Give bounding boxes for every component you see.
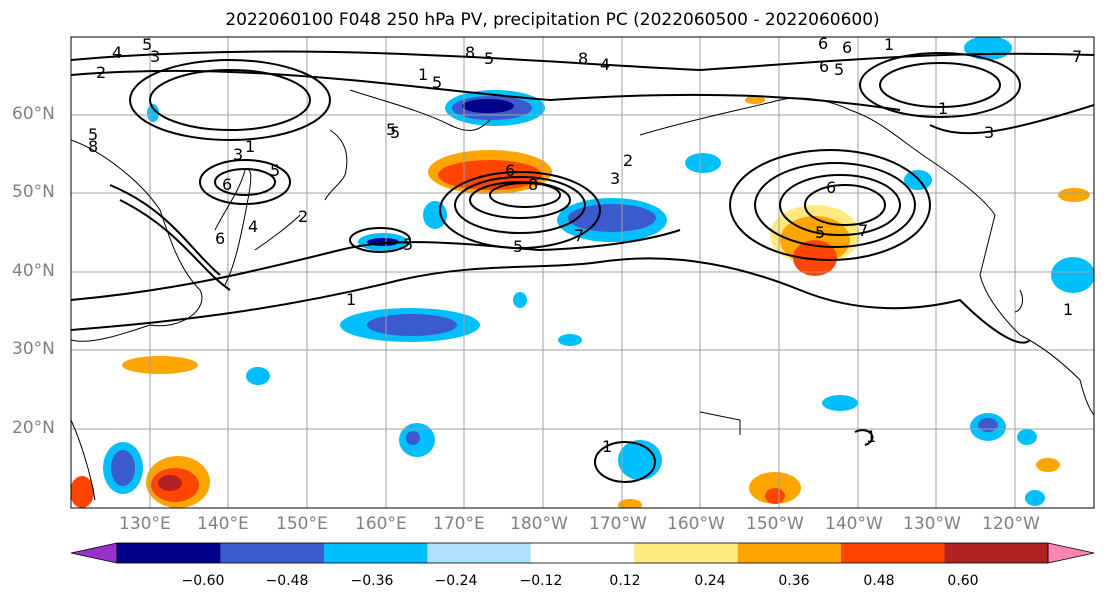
lon-label: 140°E bbox=[197, 514, 249, 534]
contour-label: 1 bbox=[245, 137, 255, 156]
lat-label: 20°N bbox=[12, 418, 55, 438]
lat-label: 30°N bbox=[12, 339, 55, 359]
contour-label: 5 bbox=[386, 120, 396, 139]
contour-label: 1 bbox=[884, 35, 894, 54]
contour-label: 5 bbox=[142, 35, 152, 54]
colorbar bbox=[70, 542, 1095, 564]
contour-label: 8 bbox=[465, 43, 475, 62]
lon-label: 180°W bbox=[510, 514, 568, 534]
contour-label: 1 bbox=[602, 437, 612, 456]
contour-label: 8 bbox=[578, 49, 588, 68]
lon-label: 130°E bbox=[119, 514, 171, 534]
contour-label: 1 bbox=[866, 427, 876, 446]
contour-label: 6 bbox=[819, 57, 829, 76]
colorbar-tick-label: −0.60 bbox=[181, 573, 225, 589]
contour-label: 6 bbox=[818, 34, 828, 53]
lat-label: 40°N bbox=[12, 261, 55, 281]
colorbar-max-extension bbox=[1047, 542, 1095, 564]
coastlines bbox=[71, 89, 1094, 501]
contour-label: 4 bbox=[112, 43, 122, 62]
colorbar-segment bbox=[427, 543, 532, 563]
contour-label: 6 bbox=[826, 178, 836, 197]
colorbar-tick-label: 0.12 bbox=[609, 573, 641, 589]
lon-label: 150°E bbox=[276, 514, 328, 534]
contour-label: 5 bbox=[390, 123, 400, 142]
contour-label: 4 bbox=[248, 217, 258, 236]
lon-label: 140°W bbox=[825, 514, 883, 534]
colorbar-segment bbox=[841, 543, 945, 563]
colorbar-tick-label: −0.24 bbox=[434, 573, 478, 589]
contour-label: 5 bbox=[513, 237, 523, 256]
contour-label: 3 bbox=[150, 47, 160, 66]
contour-label: 1 bbox=[346, 290, 356, 309]
contour-label: 5 bbox=[88, 125, 98, 144]
contour-label: 5 bbox=[403, 235, 413, 254]
contour-label: 1 bbox=[938, 99, 948, 118]
lat-label: 50°N bbox=[12, 182, 55, 202]
contour-label: 1 bbox=[1063, 300, 1073, 319]
colorbar-segment bbox=[220, 543, 325, 563]
colorbar-min-extension bbox=[70, 542, 118, 564]
contour-label: 5 bbox=[484, 49, 494, 68]
lon-label: 170°E bbox=[433, 514, 485, 534]
contour-label: 5 bbox=[815, 223, 825, 242]
lon-label: 160°W bbox=[667, 514, 725, 534]
contour-label: 3 bbox=[233, 145, 243, 164]
lon-label: 130°W bbox=[903, 514, 961, 534]
contour-label: 7 bbox=[574, 226, 584, 245]
contour-label: 2 bbox=[298, 207, 308, 226]
contour-label: 5 bbox=[432, 73, 442, 92]
contour-label: 3 bbox=[610, 169, 620, 188]
contour-label: 2 bbox=[96, 63, 106, 82]
colorbar-tick-label: 0.60 bbox=[947, 573, 979, 589]
colorbar-segment bbox=[944, 543, 1049, 563]
lat-label: 60°N bbox=[12, 104, 55, 124]
lon-label: 160°E bbox=[355, 514, 407, 534]
colorbar-tick-label: 0.36 bbox=[778, 573, 810, 589]
lon-label: 120°W bbox=[982, 514, 1040, 534]
figure-title: 2022060100 F048 250 hPa PV, precipitatio… bbox=[225, 10, 880, 30]
colorbar-tick-label: −0.36 bbox=[350, 573, 394, 589]
colorbar-segment bbox=[323, 543, 428, 563]
contour-label: 7 bbox=[858, 221, 868, 240]
lon-label: 170°W bbox=[589, 514, 647, 534]
contour-label: 6 bbox=[215, 229, 225, 248]
gridlines bbox=[71, 37, 1094, 508]
colorbar-tick-label: −0.12 bbox=[519, 573, 563, 589]
colorbar-segment bbox=[737, 543, 842, 563]
contour-label: 4 bbox=[600, 55, 610, 74]
contour-label: 3 bbox=[984, 123, 994, 142]
contour-label: 6 bbox=[842, 38, 852, 57]
colorbar-segment bbox=[530, 543, 635, 563]
colorbar-tick-label: −0.48 bbox=[265, 573, 309, 589]
contour-label: 6 bbox=[222, 175, 232, 194]
contour-label: 8 bbox=[528, 175, 538, 194]
colorbar-segment bbox=[634, 543, 739, 563]
colorbar-tick-label: 0.48 bbox=[863, 573, 895, 589]
contour-label: 1 bbox=[418, 65, 428, 84]
contour-label: 5 bbox=[270, 161, 280, 180]
contour-label: 8 bbox=[88, 137, 98, 156]
lon-label: 150°W bbox=[746, 514, 804, 534]
contour-label: 6 bbox=[505, 161, 515, 180]
colorbar-segment bbox=[117, 543, 221, 563]
contour-labels: 4 5 2 3 5 8 6 5 4 6 2 5 8 6 1 5 5 1 6 8 … bbox=[88, 34, 1082, 456]
contour-label: 2 bbox=[623, 151, 633, 170]
pv-contours bbox=[71, 50, 1094, 483]
contour-label: 5 bbox=[834, 60, 844, 79]
map-frame bbox=[70, 36, 1095, 509]
colorbar-tick-label: 0.24 bbox=[694, 573, 726, 589]
contour-label: 7 bbox=[1072, 47, 1082, 66]
